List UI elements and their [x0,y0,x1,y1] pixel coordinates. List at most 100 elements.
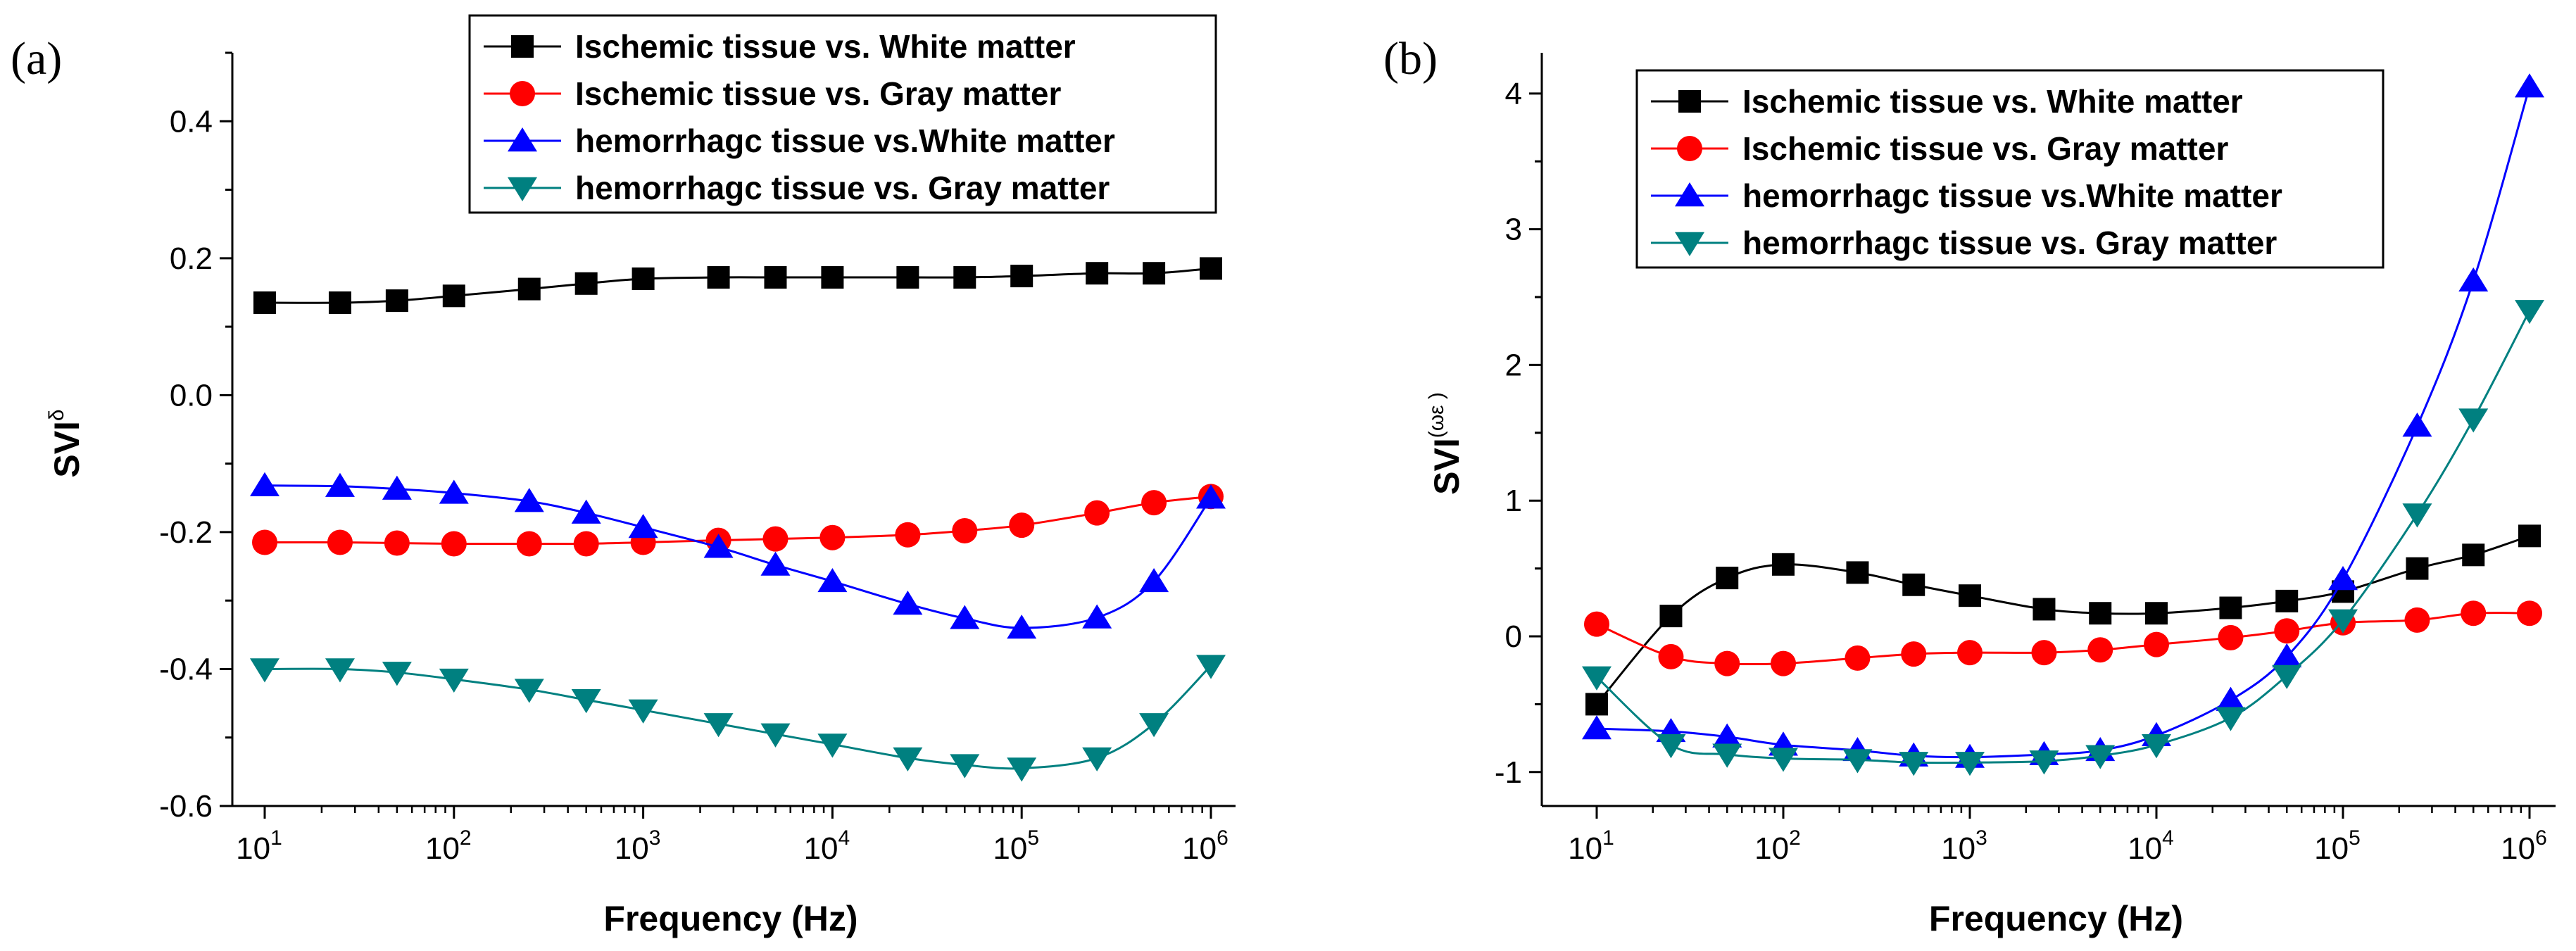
legend-marker [1678,90,1701,113]
legend: Ischemic tissue vs. White matter Ischemic… [468,14,1217,214]
data-point [442,284,465,308]
x-tick-exponent: 1 [270,826,282,850]
x-tick-label: 102 [425,826,472,866]
data-point [817,567,848,593]
x-tick-label: 102 [1754,826,1801,866]
data-point [514,679,544,703]
legend-marker [508,127,537,152]
x-tick-exponent: 5 [1027,826,1039,850]
data-point [2406,557,2429,580]
y-tick-label: 4 [1505,77,1522,111]
y-axis-label-base: SVI [47,421,87,478]
data-point [2029,750,2059,775]
data-point [1901,641,1927,667]
data-point [2032,598,2056,621]
data-point [384,530,410,556]
data-point [1007,757,1037,782]
y-tick-label: 0.2 [170,241,213,276]
x-tick-base: 10 [804,831,838,866]
data-point [703,713,734,738]
data-point [2085,745,2116,769]
x-tick-base: 10 [1941,831,1975,866]
x-tick-base: 10 [2314,831,2349,866]
legend-label: Ischemic tissue vs. White matter [1742,83,2243,120]
series-2 [1584,600,2542,676]
y-axis-label-superscript: δ [45,409,68,421]
data-point [517,277,541,301]
x-tick-exponent: 4 [838,826,850,850]
data-point [628,514,658,539]
series-1 [1585,524,2541,716]
series-2 [252,484,1224,557]
data-point [382,662,412,686]
data-point [2328,566,2358,591]
data-point [1082,747,1112,771]
data-point [325,658,355,683]
data-point [760,723,791,748]
x-axis-label: Frequency (Hz) [603,899,857,938]
y-tick-label: 3 [1505,213,1522,247]
legend-label: Ischemic tissue vs. Gray matter [1742,130,2228,167]
x-tick-label: 105 [2314,826,2361,866]
series-line [1595,534,2530,705]
data-point [250,658,279,683]
legend-marker [1675,182,1704,207]
series-line [264,267,1212,304]
y-tick-label: 0.0 [170,378,213,412]
series-1 [253,257,1222,315]
data-point [1656,734,1686,759]
data-point [1712,743,1742,768]
x-tick-base: 10 [1182,831,1217,866]
legend-marker [511,35,534,58]
data-point [1584,611,1609,637]
data-point [1957,640,1983,666]
x-tick-exponent: 2 [1789,826,1801,850]
legend-item: Ischemic tissue vs. White matter [1651,83,2243,120]
data-point [2274,618,2300,644]
legend-item: hemorrhagc tissue vs.White matter [1651,177,2282,214]
data-point [327,529,353,555]
data-point [1010,265,1033,288]
x-tick-exponent: 3 [1975,826,1987,850]
data-point [253,291,276,315]
data-point [441,531,467,557]
data-point [2402,412,2432,437]
y-tick-label: -1 [1495,755,1522,790]
series-line [1595,310,2531,764]
data-point [1716,567,1739,590]
x-tick-base: 10 [615,831,649,866]
x-tick-exponent: 2 [460,826,472,850]
x-tick-label: 105 [993,826,1039,866]
data-point [573,531,599,557]
data-point [2144,631,2169,657]
data-point [1959,584,1981,607]
data-point [2272,643,2302,668]
data-point [2275,589,2299,612]
data-point [1659,605,1683,628]
legend-item: hemorrhagc tissue vs. Gray matter [1651,225,2277,261]
data-point [1082,604,1112,629]
data-point [764,266,787,289]
data-point [2458,408,2489,433]
data-point [2145,602,2168,625]
data-point [628,699,658,724]
data-point [2087,637,2113,663]
data-point [250,472,279,496]
legend-box [1635,69,2385,269]
legend-item: hemorrhagc tissue vs.White matter [484,122,1115,159]
data-point [1899,752,1929,776]
data-point [1196,655,1226,679]
x-tick-label: 103 [615,826,661,866]
data-point [1086,262,1109,285]
data-point [2461,600,2487,626]
data-point [1007,615,1037,639]
x-tick-base: 10 [425,831,460,866]
legend-marker [508,177,537,201]
x-tick-label: 104 [804,826,850,866]
data-point [2402,503,2432,528]
data-point [1842,749,1873,774]
x-tick-label: 101 [1568,826,1614,866]
data-point [817,733,848,758]
legend-label: hemorrhagc tissue vs. Gray matter [575,170,1110,206]
